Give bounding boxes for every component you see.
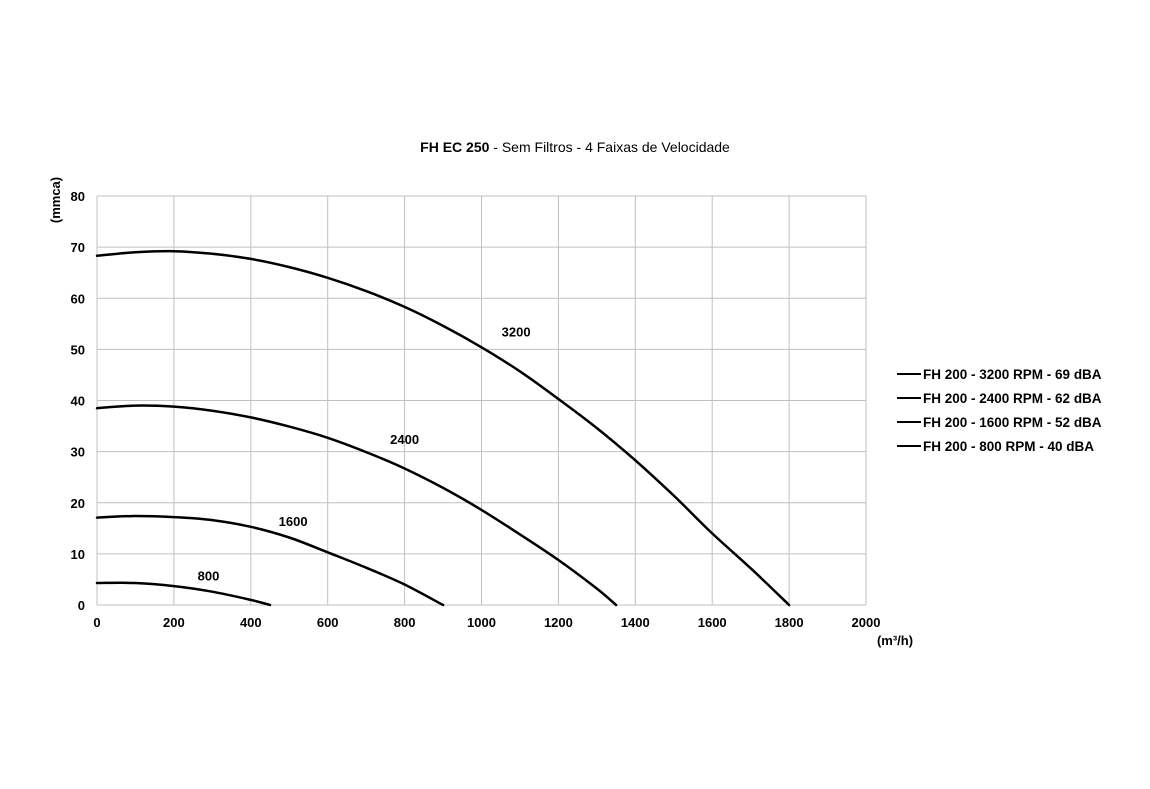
series-line-2400	[95, 404, 618, 607]
ticks: 0 200 400 600 800 1000 1200 1400 1600 1800 2000 0 10…	[71, 189, 881, 630]
x-axis-label: (m³/h)	[877, 633, 913, 648]
x-tick-label: 200	[163, 615, 185, 630]
legend-line-swatch	[897, 445, 921, 447]
legend-item: FH 200 - 2400 RPM - 62 dBA	[897, 386, 1102, 410]
y-tick-label: 70	[71, 240, 85, 255]
x-tick-label: 1400	[621, 615, 650, 630]
y-tick-label: 80	[71, 189, 85, 204]
chart-title-rest: - Sem Filtros - 4 Faixas de Velocidade	[489, 139, 730, 155]
legend-line-swatch	[897, 421, 921, 423]
y-tick-label: 0	[78, 598, 85, 613]
legend-item: FH 200 - 1600 RPM - 52 dBA	[897, 410, 1102, 434]
legend: FH 200 - 3200 RPM - 69 dBA FH 200 - 2400 …	[897, 362, 1102, 458]
x-tick-label: 0	[93, 615, 100, 630]
grid	[96, 195, 867, 606]
y-tick-label: 20	[71, 496, 85, 511]
y-tick-label: 30	[71, 445, 85, 460]
chart-title: FH EC 250 - Sem Filtros - 4 Faixas de Ve…	[0, 139, 1150, 155]
legend-item: FH 200 - 800 RPM - 40 dBA	[897, 434, 1102, 458]
legend-item-label: FH 200 - 1600 RPM - 52 dBA	[923, 414, 1102, 430]
legend-line-swatch	[897, 397, 921, 399]
x-tick-label: 1200	[544, 615, 573, 630]
curve-labels: 3200 2400 1600 800	[198, 325, 531, 584]
curve-label-800: 800	[198, 568, 220, 583]
legend-item-label: FH 200 - 3200 RPM - 69 dBA	[923, 366, 1102, 382]
y-tick-label: 50	[71, 342, 85, 357]
chart-title-bold: FH EC 250	[420, 139, 490, 155]
y-tick-label: 10	[71, 547, 85, 562]
curve-label-3200: 3200	[502, 325, 531, 340]
x-tick-label: 2000	[852, 615, 881, 630]
x-tick-label: 1800	[775, 615, 804, 630]
series-line-800	[95, 581, 272, 607]
x-tick-label: 1600	[698, 615, 727, 630]
series-line-3200	[95, 249, 791, 607]
legend-line-swatch	[897, 373, 921, 375]
legend-item: FH 200 - 3200 RPM - 69 dBA	[897, 362, 1102, 386]
series-line-1600	[95, 514, 445, 607]
curve-label-2400: 2400	[390, 432, 419, 447]
x-tick-label: 1000	[467, 615, 496, 630]
y-tick-label: 60	[71, 291, 85, 306]
curves	[95, 249, 791, 607]
y-axis-label: (mmca)	[48, 177, 63, 223]
legend-item-label: FH 200 - 2400 RPM - 62 dBA	[923, 390, 1102, 406]
legend-item-label: FH 200 - 800 RPM - 40 dBA	[923, 438, 1095, 454]
x-tick-label: 800	[394, 615, 416, 630]
x-tick-label: 400	[240, 615, 262, 630]
x-tick-label: 600	[317, 615, 339, 630]
curve-label-1600: 1600	[279, 514, 308, 529]
y-tick-label: 40	[71, 394, 85, 409]
